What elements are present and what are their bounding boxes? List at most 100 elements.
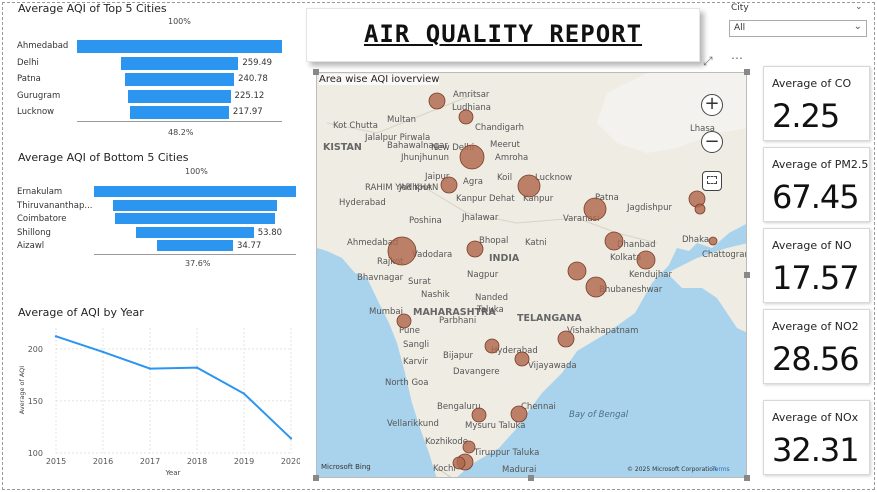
aqi-bubble[interactable] bbox=[583, 197, 607, 221]
resize-handle[interactable] bbox=[313, 475, 319, 481]
kpi-card[interactable]: Average of CO 2.25 bbox=[763, 66, 870, 141]
zoom-out-button[interactable]: − bbox=[701, 131, 723, 153]
line-chart-title: Average of AQI by Year bbox=[18, 306, 144, 319]
data-point bbox=[54, 335, 58, 338]
bottom5-title: Average AQI of Bottom 5 Cities bbox=[18, 151, 189, 164]
funnel-bar[interactable] bbox=[130, 106, 229, 119]
funnel-bar[interactable] bbox=[94, 186, 296, 197]
aqi-bubble[interactable] bbox=[517, 174, 541, 198]
map-place-label: Chandigarh bbox=[475, 123, 525, 133]
x-tick-label: 2018 bbox=[187, 457, 207, 466]
top5-top-pct: 100% bbox=[168, 17, 191, 26]
expand-icon[interactable]: ⤢ bbox=[703, 54, 713, 68]
aqi-bubble[interactable] bbox=[466, 240, 484, 258]
aqi-bubble[interactable] bbox=[396, 313, 412, 329]
more-options-icon[interactable]: ⋯ bbox=[731, 51, 743, 65]
map-place-label: INDIA bbox=[489, 253, 520, 264]
funnel-category-label: Ahmedabad bbox=[17, 41, 69, 51]
aqi-bubble[interactable] bbox=[510, 405, 528, 423]
aqi-bubble[interactable] bbox=[514, 351, 530, 367]
kpi-card[interactable]: Average of NO2 28.56 bbox=[763, 309, 870, 384]
aqi-bubble[interactable] bbox=[567, 261, 587, 281]
resize-handle[interactable] bbox=[313, 69, 319, 75]
aqi-bubble[interactable] bbox=[694, 203, 706, 215]
data-point bbox=[195, 366, 199, 369]
map-place-label: Chattogram bbox=[702, 250, 746, 260]
map-place-label: Hyderabad bbox=[339, 198, 386, 208]
resize-handle[interactable] bbox=[744, 69, 750, 75]
map-place-label: Nanded bbox=[475, 293, 508, 303]
map-place-label: Kendujhar bbox=[629, 270, 673, 280]
funnel-category-label: Aizawl bbox=[17, 241, 45, 251]
lasso-select-icon[interactable] bbox=[702, 171, 722, 191]
aqi-bubble[interactable] bbox=[387, 236, 417, 266]
resize-handle[interactable] bbox=[744, 272, 750, 278]
aqi-map[interactable]: Area wise AQI ioverview Amritsar Ludhiana… bbox=[316, 72, 747, 478]
funnel-data-label: 225.12 bbox=[234, 90, 265, 101]
map-place-label: Jhalawar bbox=[462, 213, 499, 223]
city-filter-value: All bbox=[734, 23, 746, 33]
kpi-card[interactable]: Average of PM2.5 67.45 bbox=[763, 147, 870, 222]
map-place-label: Vellarikkund bbox=[387, 419, 439, 429]
funnel-bar[interactable] bbox=[128, 89, 231, 103]
map-place-label: Koil bbox=[497, 173, 513, 183]
map-place-label: Amritsar bbox=[453, 90, 490, 100]
map-place-label: Kot Chutta bbox=[333, 121, 378, 131]
aqi-bubble[interactable] bbox=[557, 330, 575, 348]
map-place-label: Bengaluru bbox=[437, 402, 481, 412]
map-place-label: Madurai bbox=[502, 465, 537, 475]
map-place-label: Poshina bbox=[409, 216, 442, 226]
aqi-bubble[interactable] bbox=[604, 231, 624, 251]
aqi-bubble[interactable] bbox=[458, 109, 474, 125]
map-place-label: Multan bbox=[387, 115, 417, 125]
kpi-card-value: 32.31 bbox=[772, 431, 860, 469]
aqi-bubble[interactable] bbox=[462, 440, 476, 454]
funnel-bar[interactable] bbox=[112, 199, 278, 211]
funnel-bar[interactable] bbox=[136, 226, 254, 238]
aqi-bubble[interactable] bbox=[440, 176, 458, 194]
map-place-label: Kanpur Dehat bbox=[456, 194, 515, 204]
map-place-label: Meerut bbox=[490, 140, 521, 150]
aqi-bubble[interactable] bbox=[708, 236, 718, 246]
aqi-bubble[interactable] bbox=[428, 92, 446, 110]
map-place-label: Nashik bbox=[421, 290, 450, 300]
chevron-down-icon[interactable]: ⌄ bbox=[855, 2, 863, 12]
funnel-category-label: Thiruvananthap... bbox=[17, 200, 93, 211]
aqi-bubble[interactable] bbox=[471, 407, 487, 423]
map-place-label: Kozhikode bbox=[425, 437, 469, 447]
kpi-card[interactable]: Average of NO 17.57 bbox=[763, 228, 870, 303]
map-place-label: Dhanbad bbox=[617, 240, 656, 250]
funnel-data-label: 34.77 bbox=[236, 241, 262, 251]
aqi-bubble[interactable] bbox=[459, 144, 485, 170]
x-tick-label: 2017 bbox=[140, 457, 160, 466]
funnel-bar[interactable] bbox=[124, 73, 235, 86]
map-place-label: Bijapur bbox=[443, 351, 474, 361]
kpi-card[interactable]: Average of NOx 32.31 bbox=[763, 400, 870, 475]
map-terms-link[interactable]: Terms bbox=[712, 466, 730, 473]
funnel-bar[interactable] bbox=[157, 240, 233, 251]
aqi-bubble[interactable] bbox=[636, 250, 656, 270]
resize-handle[interactable] bbox=[744, 475, 750, 481]
zoom-in-button[interactable]: + bbox=[701, 94, 723, 116]
resize-handle[interactable] bbox=[528, 475, 534, 481]
map-place-label: MAHARASHTRA bbox=[413, 307, 496, 318]
map-place-label: Dhaka bbox=[682, 235, 710, 245]
city-filter-dropdown[interactable]: All ⌄ bbox=[729, 20, 867, 37]
map-place-label: Jalalpur Pirwala bbox=[365, 133, 431, 143]
funnel-data-label: 53.80 bbox=[257, 227, 283, 238]
map-place-label: Jagdishpur bbox=[627, 203, 672, 213]
map-place-label: TELANGANA bbox=[517, 313, 582, 324]
city-filter-label: City bbox=[731, 3, 749, 13]
map-place-label: Parbhani bbox=[439, 316, 477, 326]
funnel-bar[interactable] bbox=[77, 40, 282, 53]
aqi-bubble[interactable] bbox=[585, 276, 607, 298]
funnel-bar[interactable] bbox=[114, 213, 276, 224]
aqi-bubble[interactable] bbox=[484, 338, 500, 354]
aqi-bubble[interactable] bbox=[452, 456, 466, 470]
map-place-label: Agra bbox=[463, 177, 483, 187]
map-place-label: Bay of Bengal bbox=[569, 410, 629, 420]
funnel-bar[interactable] bbox=[120, 56, 239, 70]
funnel-category-label: Patna bbox=[17, 74, 41, 84]
aqi-bubbles bbox=[387, 92, 718, 471]
map-place-label: Jaipur bbox=[425, 172, 450, 182]
